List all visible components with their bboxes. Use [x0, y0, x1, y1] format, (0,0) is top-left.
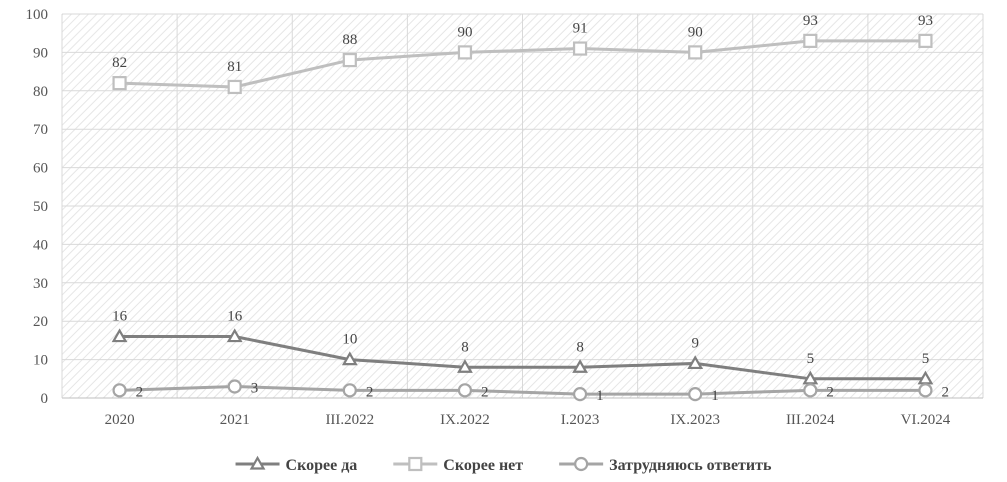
data-point	[111, 328, 128, 343]
legend-label: Скорее да	[286, 457, 358, 474]
data-label: 10	[342, 332, 357, 348]
y-axis: 0 10 20 30 40 50 60 70 80 90 100	[26, 7, 49, 407]
data-point	[688, 45, 703, 60]
x-tick-label: IX.2022	[440, 412, 490, 428]
data-point	[572, 359, 588, 373]
data-label: 3	[251, 380, 259, 396]
x-tick-label: I.2023	[561, 412, 600, 428]
legend-marker	[574, 456, 589, 472]
data-point	[227, 79, 242, 95]
x-axis: 2020 2021 III.2022 IX.2022 I.2023 IX.2023 III.…	[62, 397, 983, 428]
data-point	[688, 387, 703, 402]
data-point	[803, 33, 818, 48]
y-tick-label: 70	[33, 122, 48, 138]
data-label: 2	[136, 384, 144, 400]
y-tick-label: 80	[33, 84, 48, 100]
data-label: 8	[461, 339, 469, 355]
series-line	[119, 39, 926, 89]
legend-marker	[408, 456, 423, 472]
data-point	[226, 328, 243, 343]
data-label: 1	[596, 388, 604, 404]
data-point	[918, 383, 933, 398]
data-point	[572, 41, 588, 56]
y-tick-label: 60	[33, 161, 48, 177]
legend-marker	[249, 455, 266, 470]
data-label: 16	[227, 309, 243, 325]
data-label: 8	[576, 339, 584, 355]
legend-item: Скорее нет	[393, 456, 523, 474]
x-tick-label: 2021	[220, 412, 250, 428]
data-label: 5	[922, 351, 930, 367]
x-tick-label: VI.2024	[901, 412, 951, 428]
data-label: 2	[481, 384, 489, 400]
legend-item: Затрудняюсь ответить	[559, 456, 772, 474]
y-tick-label: 0	[41, 391, 49, 407]
data-label: 93	[803, 13, 818, 29]
data-point	[687, 355, 704, 370]
data-point	[918, 33, 933, 48]
data-label: 93	[918, 13, 933, 29]
data-label: 2	[366, 384, 374, 400]
data-point	[112, 383, 127, 398]
data-label: 81	[227, 59, 242, 75]
data-label: 82	[112, 55, 127, 71]
data-point	[457, 383, 473, 398]
data-label: 90	[457, 24, 472, 40]
gridlines	[61, 13, 984, 399]
y-tick-label: 30	[33, 276, 48, 292]
x-tick-label: III.2022	[325, 412, 374, 428]
legend-label: Скорее нет	[443, 457, 523, 474]
legend: Скорее да Скорее нет Затрудняюсь ответить	[235, 455, 772, 474]
data-label: 88	[342, 32, 357, 48]
series-square: 82 81 88 90 91 90 93 93	[112, 13, 933, 95]
data-point	[341, 351, 358, 366]
legend-item: Скорее да	[235, 455, 358, 474]
data-point	[227, 379, 242, 394]
data-label: 1	[711, 388, 719, 404]
x-tick-label: 2020	[105, 412, 135, 428]
legend-label: Затрудняюсь ответить	[609, 457, 772, 474]
data-label: 2	[826, 384, 834, 400]
y-tick-label: 50	[33, 199, 48, 215]
data-point	[457, 45, 473, 60]
data-label: 90	[688, 24, 703, 40]
data-point	[342, 383, 357, 398]
y-tick-label: 20	[33, 314, 48, 330]
y-tick-label: 100	[26, 7, 49, 23]
series-line	[119, 384, 926, 396]
y-tick-label: 90	[33, 45, 48, 61]
series-line	[119, 335, 926, 381]
data-label: 16	[112, 309, 128, 325]
y-tick-label: 10	[33, 353, 48, 369]
y-tick-label: 40	[33, 237, 48, 253]
x-tick-label: III.2024	[786, 412, 835, 428]
data-point	[112, 76, 127, 91]
data-point	[457, 359, 473, 373]
x-tick-label: IX.2023	[670, 412, 720, 428]
data-label: 2	[941, 384, 949, 400]
data-point	[803, 383, 818, 398]
data-label: 91	[573, 21, 588, 37]
data-point	[342, 52, 357, 68]
data-point	[572, 387, 588, 402]
data-label: 5	[807, 351, 815, 367]
data-label: 9	[691, 335, 699, 351]
series-circle: 2 3 2 2 1 1 2 2	[112, 379, 949, 404]
